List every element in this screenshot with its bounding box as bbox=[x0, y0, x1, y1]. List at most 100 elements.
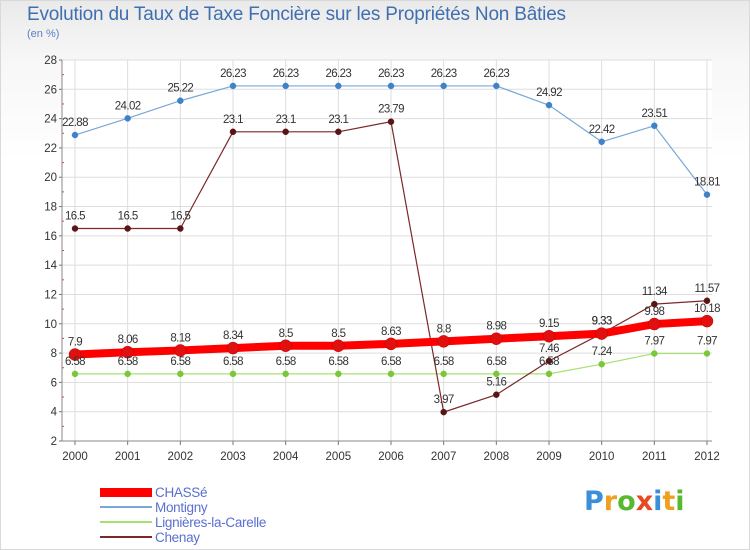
data-label: 5.16 bbox=[486, 377, 506, 389]
x-tick-label: 2009 bbox=[536, 451, 562, 463]
plot-area bbox=[62, 60, 712, 441]
data-label: 8.5 bbox=[331, 328, 345, 340]
data-point bbox=[545, 101, 553, 109]
data-label: 23.79 bbox=[378, 104, 404, 116]
data-label: 6.58 bbox=[539, 356, 559, 368]
legend-label: Chenay bbox=[155, 529, 200, 545]
data-label: 9.98 bbox=[644, 306, 664, 318]
data-label: 8.34 bbox=[223, 330, 244, 342]
legend-item: Montigny bbox=[100, 499, 208, 515]
data-point bbox=[71, 225, 79, 232]
data-point bbox=[598, 138, 605, 146]
data-point bbox=[229, 82, 237, 90]
data-label: 9.33 bbox=[592, 316, 612, 328]
data-label: 8.06 bbox=[118, 334, 138, 346]
legend-label: Montigny bbox=[155, 499, 208, 515]
data-point bbox=[124, 370, 131, 378]
data-label: 18.81 bbox=[694, 177, 720, 189]
y-tick-label: 14 bbox=[44, 260, 57, 272]
y-tick-label: 8 bbox=[51, 348, 57, 360]
data-label: 22.88 bbox=[62, 117, 88, 129]
logo-letter: r bbox=[603, 486, 618, 517]
data-point bbox=[177, 225, 184, 232]
data-label: 7.97 bbox=[697, 336, 717, 348]
logo-letter: i bbox=[675, 486, 685, 517]
x-tick-label: 2004 bbox=[273, 451, 299, 463]
x-tick-label: 2008 bbox=[484, 451, 510, 463]
data-point bbox=[440, 370, 447, 378]
data-point bbox=[493, 391, 500, 398]
legend-swatch bbox=[100, 506, 152, 508]
x-tick-label: 2011 bbox=[642, 451, 667, 463]
data-point bbox=[440, 82, 447, 90]
data-point bbox=[703, 350, 711, 357]
data-label: 7.24 bbox=[592, 346, 613, 358]
legend-label: Lignières-la-Carelle bbox=[155, 514, 267, 530]
x-tick-label: 2002 bbox=[168, 451, 194, 463]
y-tick-label: 12 bbox=[44, 289, 57, 301]
data-label: 26.23 bbox=[431, 68, 457, 80]
data-label: 8.8 bbox=[437, 323, 451, 335]
y-tick-label: 26 bbox=[44, 84, 57, 96]
data-point bbox=[648, 317, 661, 331]
data-label: 24.92 bbox=[536, 87, 562, 99]
data-point bbox=[651, 300, 658, 308]
data-label: 16.5 bbox=[118, 211, 138, 223]
data-point bbox=[68, 348, 82, 361]
data-label: 8.63 bbox=[381, 326, 401, 338]
data-label: 7.97 bbox=[644, 336, 664, 348]
data-label: 11.57 bbox=[695, 283, 720, 295]
x-tick-label: 2010 bbox=[589, 451, 615, 463]
legend-item: Lignières-la-Carelle bbox=[100, 514, 266, 530]
y-tick-label: 6 bbox=[51, 377, 57, 389]
data-point bbox=[177, 97, 184, 104]
data-label: 6.58 bbox=[223, 356, 243, 368]
logo-letter: i bbox=[653, 486, 663, 517]
data-point bbox=[71, 131, 79, 139]
x-tick-label: 2012 bbox=[694, 451, 720, 463]
y-tick-label: 28 bbox=[44, 55, 57, 67]
data-point bbox=[226, 341, 240, 355]
data-point bbox=[651, 350, 658, 357]
data-point bbox=[651, 122, 658, 130]
legend-swatch bbox=[100, 536, 152, 538]
data-point bbox=[335, 82, 342, 90]
data-point bbox=[229, 128, 237, 136]
data-label: 6.58 bbox=[118, 356, 138, 368]
data-point bbox=[71, 370, 79, 378]
data-point bbox=[700, 314, 714, 328]
data-label: 7.46 bbox=[539, 343, 559, 355]
data-point bbox=[282, 128, 289, 136]
data-label: 9.33 bbox=[592, 316, 612, 328]
data-label: 26.23 bbox=[378, 68, 404, 80]
data-point bbox=[121, 345, 134, 359]
data-label: 24.02 bbox=[115, 100, 141, 112]
logo-letter: o bbox=[617, 486, 636, 517]
legend-item: Chenay bbox=[100, 529, 200, 545]
data-label: 6.58 bbox=[381, 356, 401, 368]
data-label: 6.58 bbox=[170, 356, 190, 368]
data-label: 16.5 bbox=[170, 211, 190, 223]
logo-letter: t bbox=[662, 486, 676, 517]
data-label: 26.23 bbox=[273, 68, 299, 80]
data-point bbox=[703, 297, 711, 305]
legend-item: CHASSé bbox=[100, 484, 208, 500]
data-label: 10.18 bbox=[694, 303, 720, 315]
data-point bbox=[387, 370, 395, 378]
data-label: 22.42 bbox=[589, 124, 615, 136]
data-label: 23.1 bbox=[276, 114, 296, 126]
data-point bbox=[703, 191, 711, 198]
x-tick-label: 2001 bbox=[115, 451, 141, 463]
data-point bbox=[542, 329, 556, 343]
data-point bbox=[174, 344, 187, 357]
y-tick-label: 22 bbox=[44, 143, 57, 155]
data-label: 6.58 bbox=[65, 356, 85, 368]
data-label: 23.1 bbox=[223, 114, 243, 126]
data-label: 7.9 bbox=[68, 337, 82, 349]
data-label: 6.58 bbox=[486, 356, 506, 368]
data-point bbox=[545, 357, 553, 365]
data-point bbox=[387, 118, 395, 125]
data-point bbox=[490, 332, 503, 345]
data-label: 8.98 bbox=[486, 321, 506, 333]
